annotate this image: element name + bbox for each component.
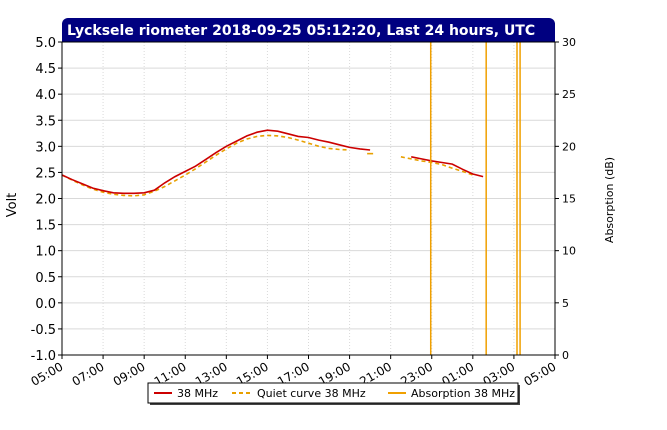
legend-label-absorption: Absorption 38 MHz bbox=[411, 387, 515, 400]
y-tick-label: 2.5 bbox=[35, 166, 56, 181]
x-tick-label: 05:00 bbox=[522, 359, 559, 388]
y2-tick-label: 5 bbox=[562, 297, 569, 310]
y-tick-label: 3.5 bbox=[35, 114, 56, 129]
quiet-curve-segment bbox=[400, 156, 474, 176]
y-tick-label: 1.5 bbox=[35, 219, 56, 234]
y-tick-label: 5.0 bbox=[35, 36, 56, 51]
quiet-curve-segment bbox=[61, 134, 350, 197]
y2-tick-label: 10 bbox=[562, 245, 576, 258]
y-tick-label: 0.5 bbox=[35, 271, 56, 286]
y2-axis-label: Absorption (dB) bbox=[603, 157, 616, 243]
x-tick-label: 09:00 bbox=[111, 359, 148, 388]
legend-label-quiet: Quiet curve 38 MHz bbox=[257, 387, 366, 400]
y-axis-label: Volt bbox=[5, 193, 20, 218]
y2-tick-label: 15 bbox=[562, 193, 576, 206]
y2-tick-label: 25 bbox=[562, 88, 576, 101]
y-tick-label: 1.0 bbox=[35, 245, 56, 260]
signal-38mhz-segment bbox=[61, 129, 371, 195]
signal-38mhz-segment bbox=[411, 156, 484, 178]
y-tick-label: 4.0 bbox=[35, 88, 56, 103]
y2-tick-label: 30 bbox=[562, 36, 576, 49]
y-tick-label: -0.5 bbox=[31, 323, 56, 338]
grid-lines bbox=[62, 42, 555, 355]
y2-tick-label: 0 bbox=[562, 349, 569, 362]
x-tick-label: 07:00 bbox=[70, 359, 107, 388]
y-tick-label: 2.0 bbox=[35, 193, 56, 208]
y-tick-label: 4.5 bbox=[35, 62, 56, 77]
y-tick-label: 0.0 bbox=[35, 297, 56, 312]
y2-tick-label: 20 bbox=[562, 140, 576, 153]
y-tick-label: -1.0 bbox=[31, 349, 56, 364]
legend-label-38mhz: 38 MHz bbox=[177, 387, 218, 400]
legend: 38 MHz Quiet curve 38 MHz Absorption 38 … bbox=[147, 382, 520, 405]
series-layer bbox=[61, 42, 521, 355]
chart-title: Lycksele riometer 2018-09-25 05:12:20, L… bbox=[67, 23, 535, 39]
y-tick-label: 3.0 bbox=[35, 140, 56, 155]
